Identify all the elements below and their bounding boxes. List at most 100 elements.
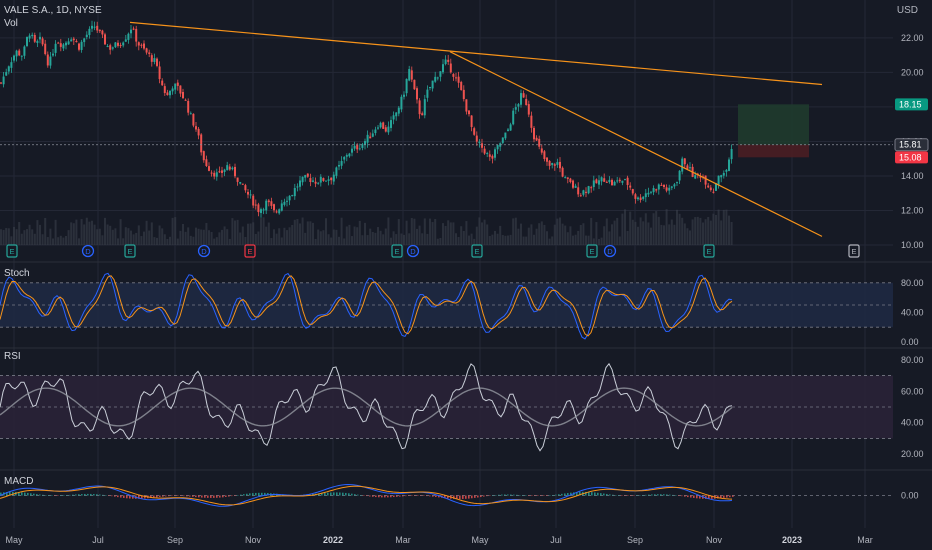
volume-bar: [54, 219, 57, 245]
dividend-marker[interactable]: D: [603, 244, 617, 258]
volume-bars: [0, 209, 733, 245]
volume-bar: [652, 213, 655, 245]
macd-histogram-bar: [471, 495, 473, 499]
macd-histogram-bar: [21, 492, 23, 496]
earnings-marker[interactable]: E: [244, 244, 256, 258]
volume-bar: [161, 228, 164, 245]
volume-bar: [184, 231, 187, 245]
volume-bar: [228, 238, 231, 245]
date-tick-label: Jul: [92, 535, 104, 545]
candle-body: [296, 186, 299, 188]
macd-histogram-bar: [540, 495, 542, 496]
macd-histogram-bar: [138, 495, 140, 499]
macd-histogram-bar: [90, 493, 92, 496]
candle-body: [587, 186, 590, 194]
dividend-marker[interactable]: D: [197, 244, 211, 258]
macd-histogram-bar: [384, 495, 386, 498]
candle-body: [483, 148, 486, 154]
volume-bar: [678, 213, 681, 245]
volume-bar: [514, 217, 517, 245]
candle-body: [179, 85, 182, 94]
macd-histogram-bar: [96, 494, 98, 496]
volume-bar: [413, 218, 416, 245]
candle-body: [280, 203, 283, 211]
macd-histogram-bar: [327, 492, 329, 496]
candle-body: [228, 166, 231, 170]
candle-body: [579, 195, 582, 197]
candle-body: [210, 172, 213, 174]
candle-body: [624, 179, 626, 181]
candle-body: [590, 187, 593, 189]
macd-histogram-bar: [27, 492, 29, 496]
earnings-marker[interactable]: E: [471, 244, 483, 258]
volume-bar: [442, 223, 444, 245]
volume-bar: [663, 225, 665, 245]
candle-body: [369, 136, 372, 139]
candle-body: [265, 200, 268, 211]
macd-histogram-bar: [180, 495, 182, 497]
macd-histogram-bar: [525, 495, 527, 496]
candle-body: [169, 90, 171, 96]
volume-bar: [462, 230, 465, 245]
volume-bar: [117, 238, 119, 245]
candle-body: [80, 41, 83, 50]
candle-body: [18, 50, 21, 56]
candle-body: [28, 35, 31, 39]
volume-bar: [478, 217, 481, 245]
earnings-marker[interactable]: E: [703, 244, 715, 258]
volume-bar: [343, 238, 346, 245]
macd-histogram-bar: [435, 495, 437, 497]
price-badge-label: 18.15: [899, 99, 922, 109]
earnings-marker[interactable]: E: [391, 244, 403, 258]
volume-bar: [538, 223, 541, 245]
macd-histogram-bar: [486, 495, 488, 497]
macd-histogram-bar: [390, 495, 392, 498]
candle-body: [166, 92, 169, 96]
volume-bar: [595, 222, 598, 245]
earnings-marker[interactable]: E: [6, 244, 18, 258]
macd-histogram-bar: [549, 495, 551, 496]
dividend-marker[interactable]: D: [81, 244, 95, 258]
earnings-marker[interactable]: E: [848, 244, 860, 258]
volume-bar: [174, 217, 177, 245]
macd-histogram-bar: [267, 493, 269, 496]
candle-body: [244, 185, 247, 191]
candle-body: [683, 158, 686, 165]
volume-bar: [153, 237, 156, 245]
macd-histogram-bar: [237, 495, 239, 496]
price-badge-stop: [895, 151, 928, 164]
volume-bar: [273, 229, 275, 245]
macd-histogram-bar: [621, 495, 623, 496]
volume-bar: [254, 233, 257, 245]
macd-histogram-bar: [594, 492, 596, 496]
candle-body: [481, 143, 483, 148]
candle-body: [457, 76, 460, 83]
macd-histogram-bar: [579, 491, 581, 496]
volume-bar: [236, 219, 239, 245]
macd-histogram-bar: [711, 495, 713, 499]
macd-histogram-bar: [228, 495, 230, 497]
candle-body: [613, 181, 616, 186]
drawing-overlays[interactable]: [0, 21, 893, 237]
earnings-marker[interactable]: E: [586, 244, 598, 258]
volume-bar: [286, 230, 288, 245]
volume-bar: [533, 234, 535, 245]
volume-bar: [210, 231, 213, 245]
macd-histogram-bar: [456, 495, 458, 499]
macd-histogram-bar: [429, 495, 431, 497]
earnings-marker[interactable]: E: [124, 244, 136, 258]
volume-bar: [603, 226, 606, 245]
candle-body: [559, 161, 561, 169]
candle-body: [397, 107, 400, 114]
symbol-title: VALE S.A., 1D, NYSE: [4, 5, 102, 16]
price-tick-label: 20.00: [901, 67, 924, 77]
macd-histogram-bar: [567, 493, 569, 496]
volume-bar: [291, 224, 294, 245]
volume-bar: [395, 234, 398, 245]
dividend-marker[interactable]: D: [406, 244, 420, 258]
volume-bar: [322, 230, 325, 245]
dividend-icon: [406, 244, 420, 258]
